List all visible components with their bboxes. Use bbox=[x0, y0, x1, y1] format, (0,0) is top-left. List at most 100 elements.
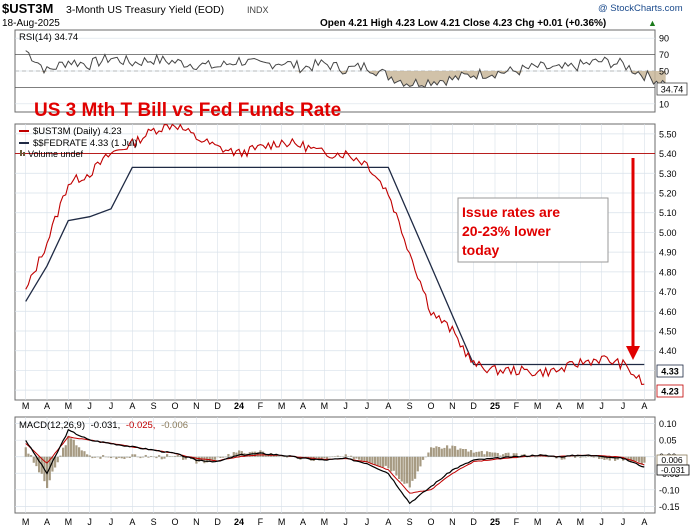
macd-histogram-bar bbox=[512, 453, 515, 457]
macd-histogram-bar bbox=[496, 453, 499, 457]
macd-histogram-bar bbox=[398, 456, 401, 480]
macd-tick-label: 0.10 bbox=[659, 419, 677, 429]
macd-histogram-bar bbox=[152, 456, 155, 458]
x-tick-label: F bbox=[258, 517, 264, 527]
rsi-tick-label: 70 bbox=[659, 50, 669, 60]
x-tick-label: F bbox=[514, 401, 520, 411]
macd-histogram-bar bbox=[166, 454, 169, 457]
macd-histogram-bar bbox=[344, 454, 347, 457]
x-tick-label: 24 bbox=[234, 517, 244, 527]
x-tick-label: A bbox=[300, 401, 306, 411]
macd-histogram-bar bbox=[384, 456, 387, 466]
callout-box: Issue rates are 20-23% lower today bbox=[457, 197, 609, 263]
macd-grid bbox=[15, 417, 655, 513]
macd-histogram-bar bbox=[64, 445, 67, 457]
x-tick-label: A bbox=[385, 517, 391, 527]
macd-histogram-bar bbox=[278, 456, 281, 458]
macd-histogram-bar bbox=[640, 456, 643, 465]
macd-histogram-bar bbox=[440, 448, 443, 457]
x-tick-label: J bbox=[109, 401, 114, 411]
x-axis-main: M A M J J A S O N D 24 F M A M J J A S O N D 25 F M A M J J A bbox=[22, 401, 647, 411]
macd-tick-label: -0.15 bbox=[659, 502, 680, 512]
macd-histogram-bar bbox=[110, 456, 113, 459]
macd-histogram-bar bbox=[80, 450, 83, 457]
macd-histogram-bar bbox=[238, 450, 241, 457]
macd-histogram-bar bbox=[478, 451, 481, 457]
macd-histogram-bar bbox=[614, 456, 617, 461]
macd-histogram-bar bbox=[560, 456, 563, 460]
macd-histogram-bar bbox=[38, 456, 41, 473]
macd-histogram-bar bbox=[462, 449, 465, 457]
x-tick-label: A bbox=[129, 517, 135, 527]
macd-histogram-bar bbox=[592, 456, 595, 458]
macd-histogram-bar bbox=[142, 456, 145, 458]
macd-histogram-bar bbox=[208, 456, 211, 462]
macd-histogram-bar bbox=[283, 456, 286, 458]
fed-last-badge bbox=[656, 364, 684, 378]
macd-histogram-bar bbox=[286, 456, 289, 458]
main-panel: 5.50 5.40 5.30 5.20 5.10 5.00 4.90 4.80 4.70 4.60… bbox=[14, 100, 684, 401]
macd-histogram-bar bbox=[488, 452, 491, 457]
x-tick-label: A bbox=[385, 401, 391, 411]
macd-histogram-bar bbox=[155, 456, 158, 459]
x-tick-label: J bbox=[87, 401, 92, 411]
macd-histogram-bar bbox=[336, 455, 339, 457]
macd-histogram-bar bbox=[174, 456, 177, 457]
main-tick-label: 4.60 bbox=[659, 307, 677, 317]
macd-histogram-bar bbox=[390, 456, 393, 472]
macd-histogram-bar bbox=[408, 456, 411, 488]
x-tick-label: J bbox=[365, 401, 370, 411]
macd-histogram-bar bbox=[427, 452, 430, 457]
macd-histogram-bar bbox=[150, 455, 153, 457]
callout-line-2: 20-23% lower bbox=[462, 223, 551, 239]
macd-histogram-bar bbox=[464, 448, 467, 457]
exchange: INDX bbox=[247, 5, 269, 15]
price-last-badge bbox=[656, 384, 684, 398]
date: 18-Aug-2025 bbox=[2, 18, 60, 29]
macd-histogram-bar bbox=[94, 456, 97, 458]
macd-histogram-bar bbox=[582, 456, 585, 458]
x-tick-label: D bbox=[470, 517, 477, 527]
x-tick-label: N bbox=[449, 517, 456, 527]
macd-histogram-bar bbox=[184, 456, 187, 460]
x-tick-label: A bbox=[300, 517, 306, 527]
x-tick-label: J bbox=[599, 517, 604, 527]
macd-histogram-bar bbox=[598, 456, 601, 460]
x-tick-label: M bbox=[22, 517, 30, 527]
macd-histogram-bar bbox=[502, 454, 505, 457]
headline-annotation: US 3 Mth T Bill vs Fed Funds Rate bbox=[34, 100, 341, 121]
macd-histogram-bar bbox=[30, 455, 33, 457]
macd-histogram-bar bbox=[600, 456, 603, 459]
x-tick-label: M bbox=[577, 517, 585, 527]
macd-histogram-bar bbox=[382, 456, 385, 468]
macd-histogram-bar bbox=[494, 452, 497, 457]
callout-frame bbox=[457, 197, 609, 263]
x-tick-label: J bbox=[109, 517, 114, 527]
macd-histogram-bar bbox=[67, 435, 70, 457]
macd-histogram-bar bbox=[315, 456, 318, 459]
main-legend: $UST3M (Daily) 4.23 $$FEDRATE 4.33 (1 Ju… bbox=[19, 126, 137, 159]
rsi-grid bbox=[15, 37, 655, 105]
x-tick-label: S bbox=[151, 401, 157, 411]
macd-histogram-bar bbox=[259, 450, 262, 457]
macd-histogram-bar bbox=[134, 454, 137, 457]
macd-histogram-bar bbox=[83, 451, 86, 457]
macd-histogram-bar bbox=[214, 456, 217, 460]
macd-histogram-bar bbox=[88, 455, 91, 457]
macd-histogram-bar bbox=[59, 455, 62, 457]
description: 3-Month US Treasury Yield (EOD) bbox=[66, 4, 224, 16]
macd-histogram-bar bbox=[235, 452, 238, 457]
macd-histogram-bar bbox=[222, 456, 225, 458]
x-tick-label: M bbox=[65, 517, 73, 527]
callout-line-1: Issue rates are bbox=[462, 204, 560, 220]
macd-histogram-bar bbox=[416, 456, 419, 472]
macd-histogram-bar bbox=[643, 456, 646, 463]
macd-legend-macd: -0.031, bbox=[91, 420, 121, 431]
macd-histogram-bar bbox=[163, 456, 166, 459]
macd-histogram-bar bbox=[443, 447, 446, 457]
x-tick-label: J bbox=[621, 517, 626, 527]
x-tick-label: O bbox=[171, 517, 178, 527]
macd-histogram-bar bbox=[342, 456, 345, 458]
macd-histogram-bar bbox=[230, 455, 233, 457]
macd-histogram-bar bbox=[419, 456, 422, 467]
